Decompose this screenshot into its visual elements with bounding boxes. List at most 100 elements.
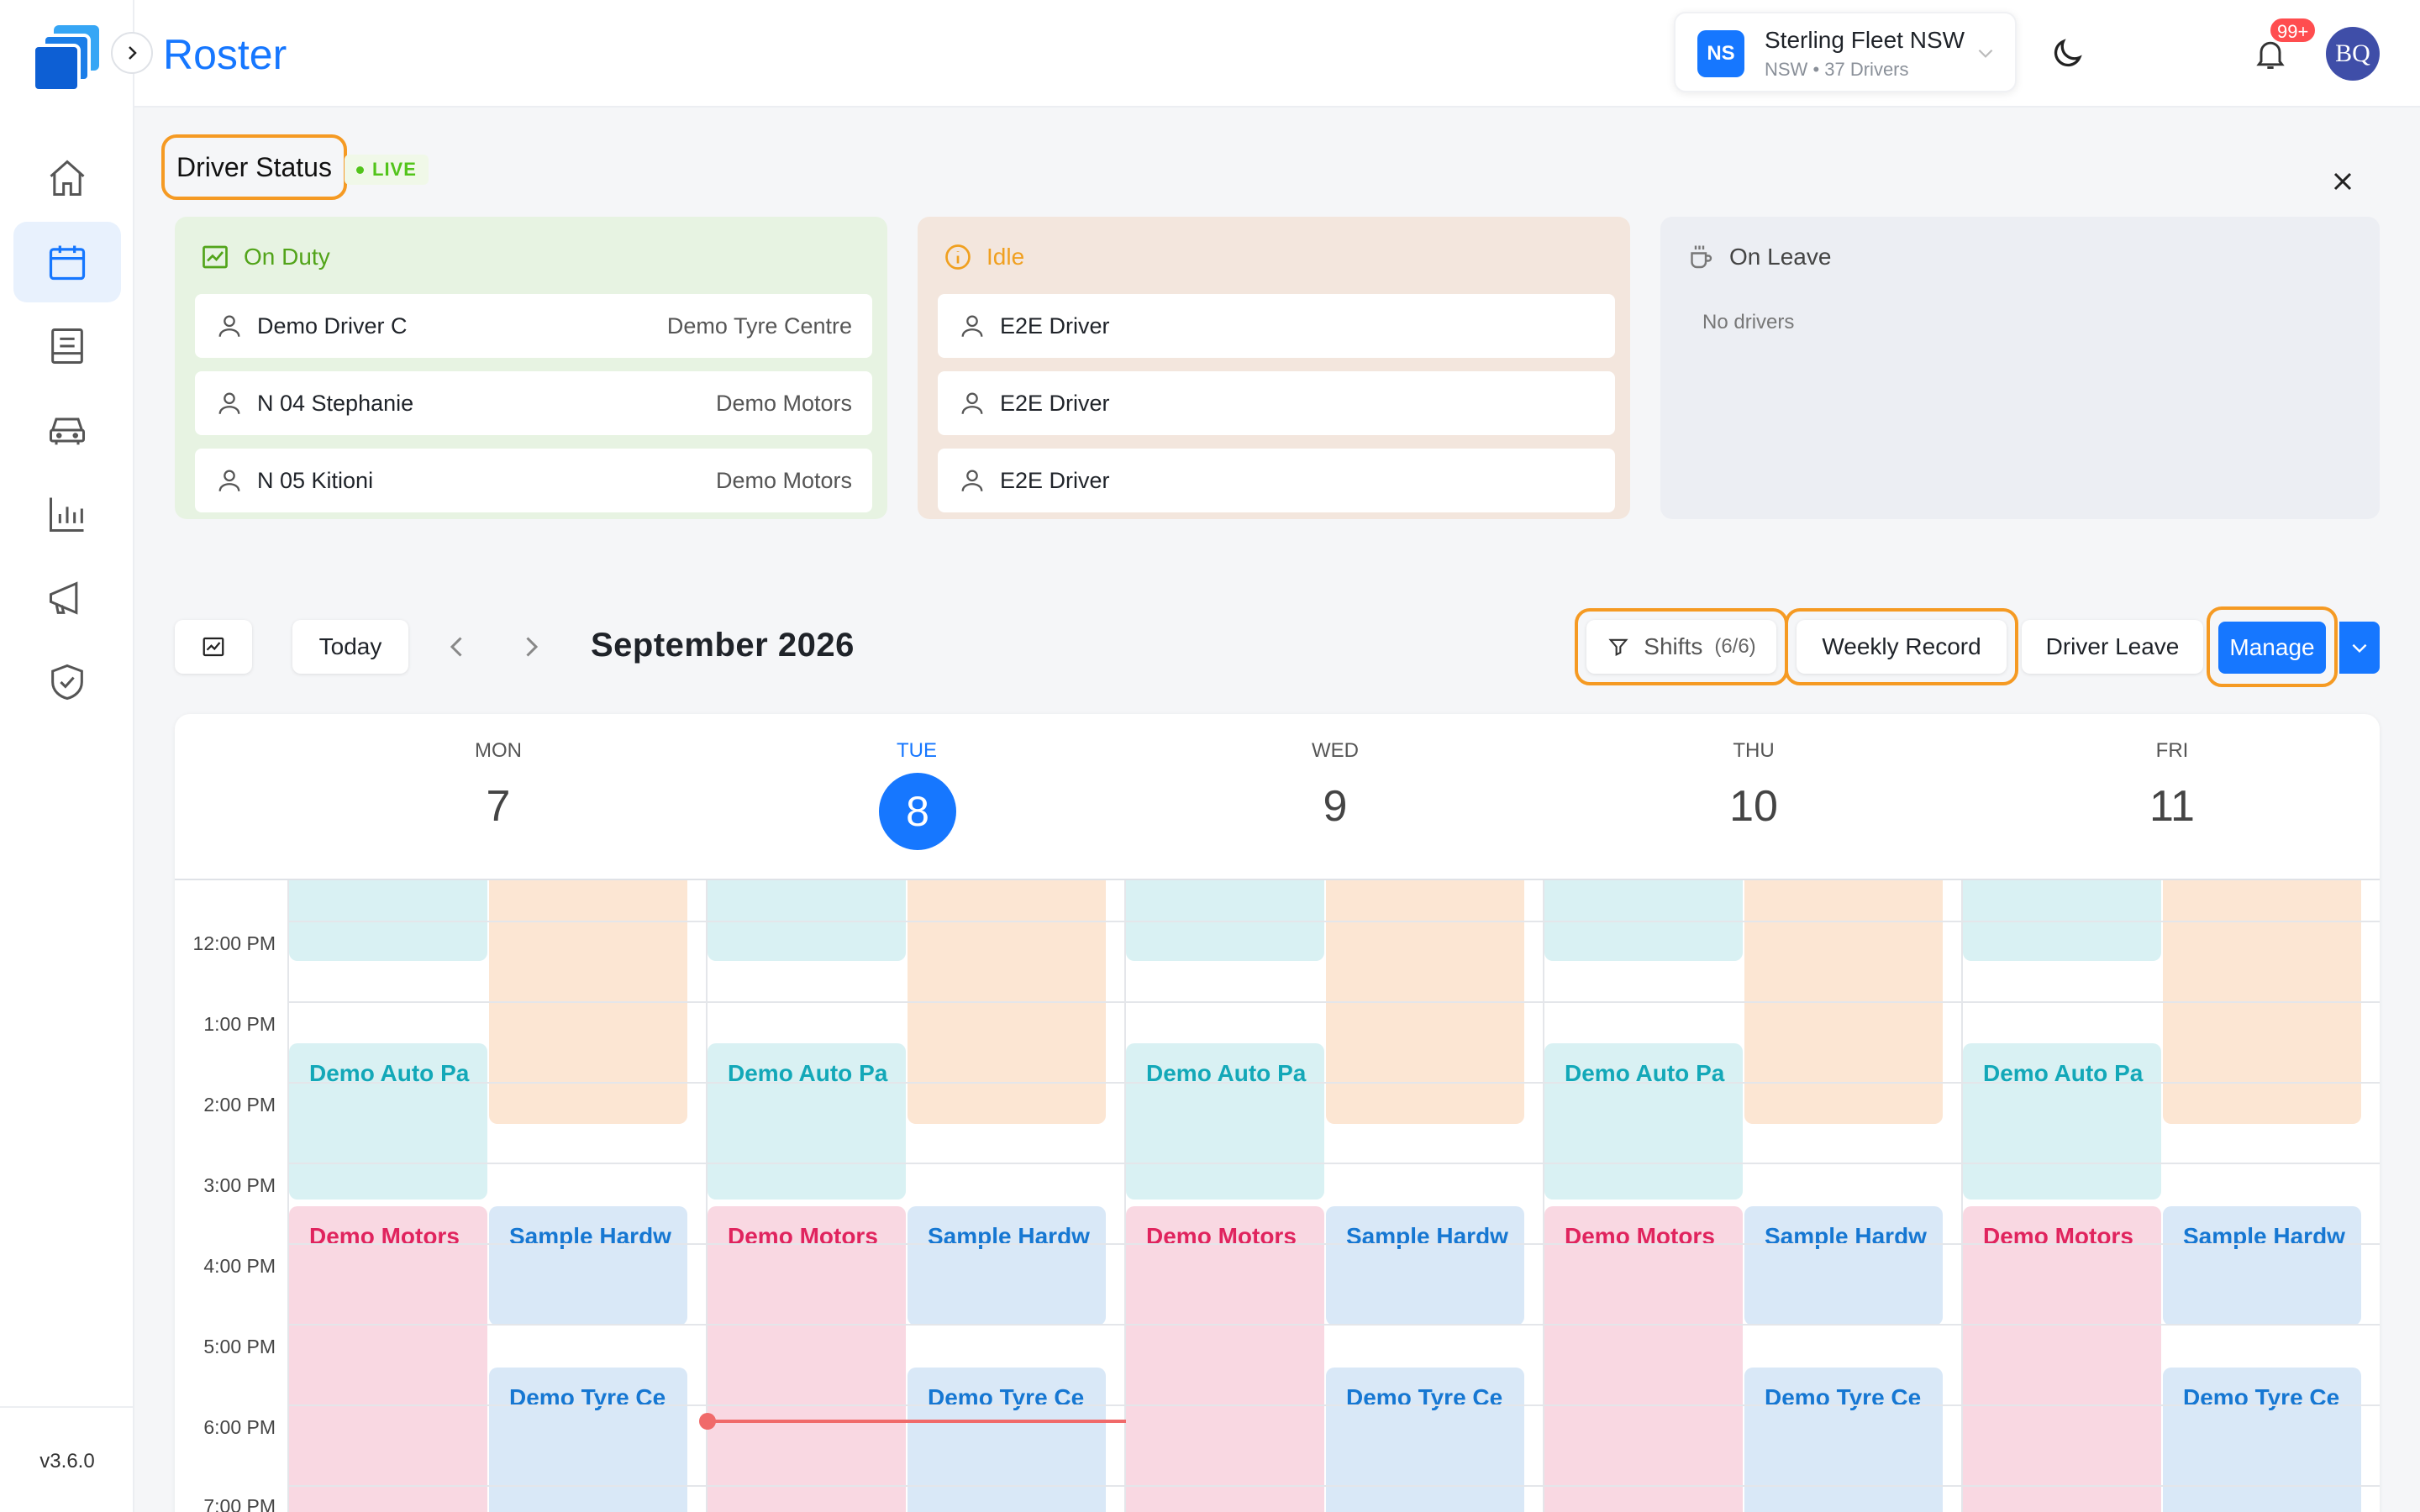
manage-button[interactable]: Manage [2218, 622, 2326, 674]
driver-card[interactable]: Demo Driver C Demo Tyre Centre [195, 294, 872, 358]
day-number: 10 [1729, 782, 1778, 831]
fleet-name: Sterling Fleet NSW [1765, 27, 1965, 53]
hour-line [289, 1001, 2380, 1003]
notification-badge: 99+ [2269, 17, 2317, 44]
fleet-selector[interactable]: NS Sterling Fleet NSW NSW • 37 Drivers [1674, 12, 2017, 92]
stats-toggle-button[interactable] [175, 620, 252, 674]
hour-line [289, 921, 2380, 922]
driver-leave-button[interactable]: Driver Leave [2022, 620, 2203, 674]
live-badge: LIVE [345, 155, 429, 185]
nav-home[interactable] [13, 138, 121, 218]
shifts-filter-button[interactable]: Shifts (6/6) [1586, 620, 1776, 674]
month-title: September 2026 [591, 627, 855, 664]
shift-block-demo-tyre[interactable]: Demo Tyre Ce [2163, 1368, 2361, 1512]
day-header-fri[interactable]: FRI 11 [1963, 714, 2380, 880]
megaphone-icon [49, 581, 78, 615]
day-name: MON [475, 739, 522, 762]
chevron-down-icon [1978, 49, 1993, 58]
activity-chart-icon [203, 245, 228, 269]
shift-block-sample-hardware[interactable]: Sample Hardw [908, 1206, 1106, 1326]
shift-block-demo-tyre[interactable]: Demo Tyre Ce [1326, 1368, 1524, 1512]
chevron-left-icon[interactable] [442, 632, 472, 662]
report-icon [51, 328, 83, 365]
sidebar: v3.6.0 [0, 0, 134, 1512]
shift-block-demo-auto[interactable]: Demo Auto Pa [708, 1043, 906, 1200]
shift-block-sample-hardware[interactable]: Sample Hardw [1744, 1206, 1943, 1326]
hour-line [289, 1324, 2380, 1326]
time-label: 4:00 PM [203, 1255, 276, 1277]
nav-announcements[interactable] [13, 558, 121, 638]
nav-compliance[interactable] [13, 642, 121, 722]
user-icon [961, 470, 983, 491]
moon-icon[interactable] [2049, 35, 2086, 72]
shift-block-sample-hardware[interactable]: Sample Hardw [489, 1206, 687, 1326]
driver-card[interactable]: E2E Driver [938, 294, 1615, 358]
manage-dropdown-button[interactable] [2339, 622, 2380, 674]
driver-card[interactable]: N 05 Kitioni Demo Motors [195, 449, 872, 512]
driver-card[interactable]: N 04 Stephanie Demo Motors [195, 371, 872, 435]
shift-block-sample-hardware[interactable]: Sample Hardw [1326, 1206, 1524, 1326]
shift-block-demo-tyre[interactable]: Demo Tyre Ce [1744, 1368, 1943, 1512]
driver-name: N 04 Stephanie [257, 390, 414, 416]
nav-reports[interactable] [13, 306, 121, 386]
chevron-right-icon[interactable] [516, 632, 546, 662]
day-header-thu[interactable]: THU 10 [1544, 714, 1963, 880]
app-logo[interactable] [30, 22, 104, 92]
day-header-wed[interactable]: WED 9 [1126, 714, 1544, 880]
day-name: FRI [2155, 739, 2189, 762]
shift-block-demo-tyre[interactable]: Demo Tyre Ce [489, 1368, 687, 1512]
home-icon [50, 160, 85, 197]
sidebar-toggle-button[interactable] [111, 32, 153, 74]
time-label: 3:00 PM [203, 1174, 276, 1196]
bell-icon[interactable] [2252, 35, 2289, 72]
nav-analytics[interactable] [13, 474, 121, 554]
driver-name: E2E Driver [1000, 312, 1110, 339]
driver-card[interactable]: E2E Driver [938, 449, 1615, 512]
user-icon [218, 392, 240, 414]
hour-line [289, 1404, 2380, 1406]
shift-block-demo-motors[interactable]: Demo Motors [1126, 1206, 1324, 1512]
today-button[interactable]: Today [292, 620, 408, 674]
day-number: 7 [486, 782, 511, 831]
close-icon[interactable] [2328, 166, 2358, 197]
calendar-grid: 12:00 PM 1:00 PM 2:00 PM 3:00 PM 4:00 PM… [175, 880, 2380, 1512]
day-header-tue[interactable]: TUE 8 [708, 714, 1126, 880]
driver-org: Demo Motors [715, 390, 852, 416]
day-number: 11 [2149, 782, 2195, 831]
status-column-on-leave: On Leave No drivers [1660, 217, 2380, 519]
shift-block-demo-motors[interactable]: Demo Motors [1544, 1206, 1743, 1512]
time-label: 6:00 PM [203, 1416, 276, 1438]
idle-header: Idle [943, 242, 1024, 272]
shifts-count: (6/6) [1714, 635, 1756, 658]
info-icon [945, 244, 971, 270]
driver-name: N 05 Kitioni [257, 467, 374, 493]
shift-block-demo-auto[interactable]: Demo Auto Pa [1544, 1043, 1743, 1200]
shift-block-demo-auto[interactable]: Demo Auto Pa [1126, 1043, 1324, 1200]
live-dot [356, 165, 364, 174]
driver-name: Demo Driver C [257, 312, 408, 339]
on-duty-label: On Duty [244, 244, 330, 270]
driver-card[interactable]: E2E Driver [938, 371, 1615, 435]
shift-block-sample-hardware[interactable]: Sample Hardw [2163, 1206, 2361, 1326]
nav-roster[interactable] [13, 222, 121, 302]
user-icon [961, 315, 983, 337]
day-header-mon[interactable]: MON 7 [289, 714, 708, 880]
day-name: THU [1733, 739, 1775, 762]
driver-org: Demo Motors [715, 467, 852, 493]
on-duty-header: On Duty [200, 242, 330, 272]
weekly-record-button[interactable]: Weekly Record [1797, 620, 2007, 674]
shift-block-demo-motors[interactable]: Demo Motors [708, 1206, 906, 1512]
shift-block-demo-auto[interactable]: Demo Auto Pa [1963, 1043, 2161, 1200]
day-divider [706, 880, 708, 1512]
day-divider [1124, 880, 1126, 1512]
driver-status-title: Driver Status [161, 134, 347, 200]
calendar-header: MON 7 TUE 8 WED 9 THU 10 FRI 11 [175, 714, 2380, 880]
shift-block-demo-tyre[interactable]: Demo Tyre Ce [908, 1368, 1106, 1512]
shift-block-demo-auto[interactable]: Demo Auto Pa [289, 1043, 487, 1200]
fleet-avatar: NS [1697, 30, 1744, 77]
nav-vehicles[interactable] [13, 390, 121, 470]
shift-block-demo-motors[interactable]: Demo Motors [1963, 1206, 2161, 1512]
shift-block-demo-motors[interactable]: Demo Motors [289, 1206, 487, 1512]
time-label: 5:00 PM [203, 1336, 276, 1357]
user-avatar[interactable]: BQ [2326, 27, 2380, 81]
